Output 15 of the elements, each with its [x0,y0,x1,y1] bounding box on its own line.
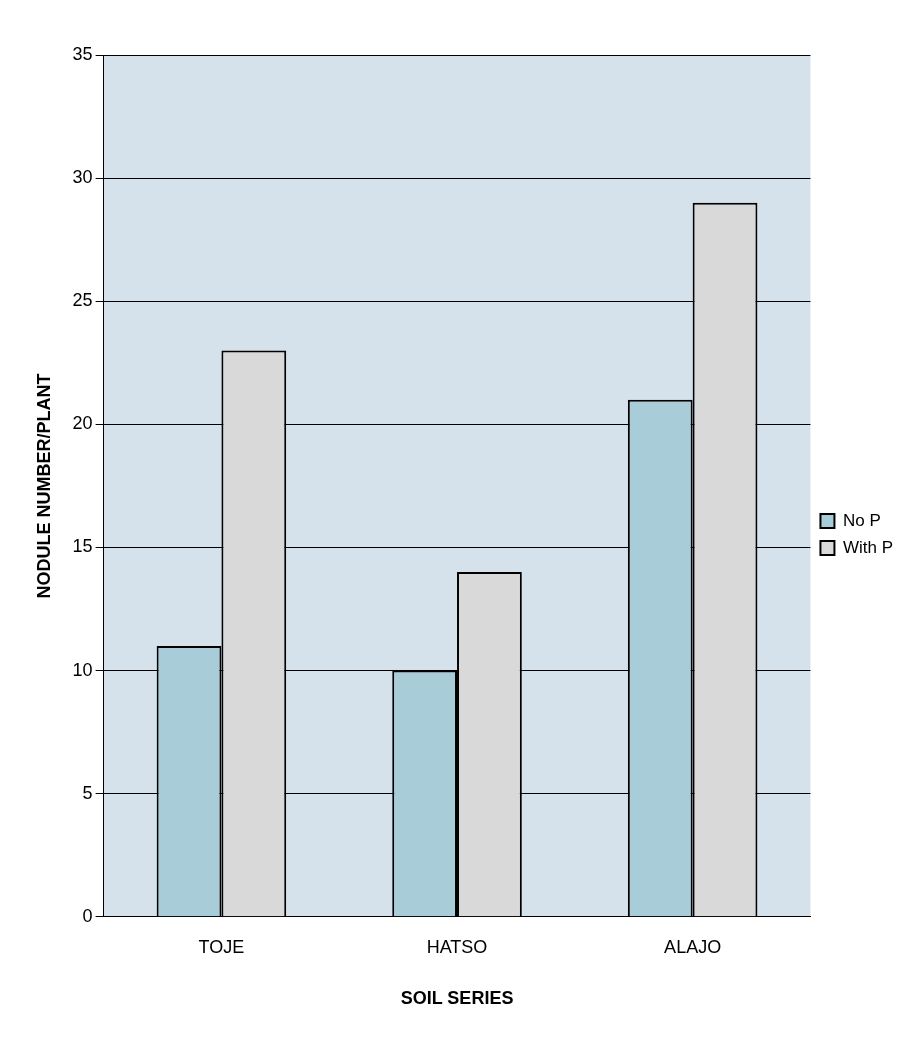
y-tick-label: 10 [72,659,93,680]
y-axis-title: NODULE NUMBER/PLANT [33,373,54,599]
y-tick-label: 20 [72,413,93,434]
y-tick-label: 15 [72,536,93,557]
y-tick-label: 30 [72,167,93,188]
legend-label: With P [842,537,893,557]
x-tick-label: ALAJO [664,936,722,957]
x-tick-label: HATSO [426,936,488,957]
y-tick-label: 35 [72,43,93,64]
y-tick-label: 5 [82,782,93,803]
x-tick-label: TOJE [198,936,245,957]
legend-label: No P [842,510,881,530]
x-axis-title: SOIL SERIES [400,988,514,1009]
y-tick-label: 25 [72,290,93,311]
y-tick-label: 0 [82,905,93,926]
